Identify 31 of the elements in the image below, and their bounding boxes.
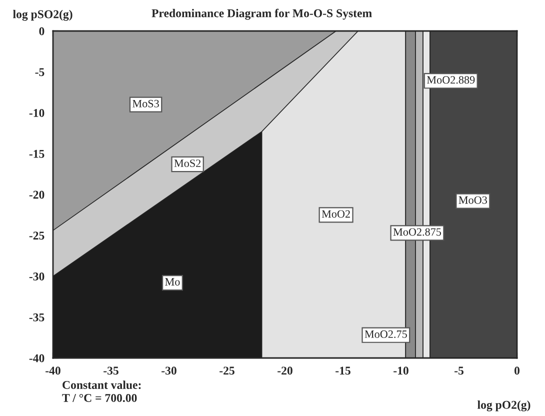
text: T / °C = 700.00 bbox=[62, 394, 137, 402]
y-tick-label: -35 bbox=[29, 313, 44, 322]
x-tick-label: 0 bbox=[514, 366, 520, 375]
annotation: Mo bbox=[165, 278, 180, 286]
x-tick-label: -10 bbox=[394, 366, 408, 375]
annotation: MoO2.889 bbox=[426, 76, 475, 84]
annotation: MoO2 bbox=[322, 210, 350, 218]
y-tick-label: -25 bbox=[29, 232, 44, 240]
y-tick-label: -20 bbox=[29, 190, 44, 199]
y-tick-label: -30 bbox=[29, 272, 44, 280]
annotation: MoO3 bbox=[458, 196, 487, 204]
y-tick-label: -15 bbox=[29, 150, 44, 158]
annotation: MoS3 bbox=[132, 100, 159, 108]
annotation: MoO2.875 bbox=[393, 228, 442, 236]
x-tick-label: -25 bbox=[220, 366, 234, 375]
chart-title: Predominance Diagram for Mo-O-S System bbox=[152, 8, 372, 20]
y-tick-label: -10 bbox=[29, 108, 44, 117]
x-tick-label: -35 bbox=[104, 366, 118, 375]
text: Constant value: bbox=[62, 380, 141, 390]
y-tick-label: -40 bbox=[29, 354, 44, 362]
y-axis-title: log pSO2(g) bbox=[13, 10, 72, 21]
x-tick-label: -5 bbox=[454, 366, 464, 375]
x-tick-label: -40 bbox=[46, 366, 60, 375]
annotation: MoS2 bbox=[174, 160, 201, 168]
x-tick-label: -15 bbox=[336, 366, 350, 375]
annotation: MoO2.75 bbox=[364, 330, 407, 338]
x-tick-label: -20 bbox=[278, 366, 292, 375]
y-tick-label: -5 bbox=[35, 68, 44, 76]
y-tick-label: 0 bbox=[39, 27, 44, 36]
x-tick-label: -30 bbox=[162, 366, 176, 375]
x-axis-title: log pO2(g) bbox=[478, 400, 530, 412]
